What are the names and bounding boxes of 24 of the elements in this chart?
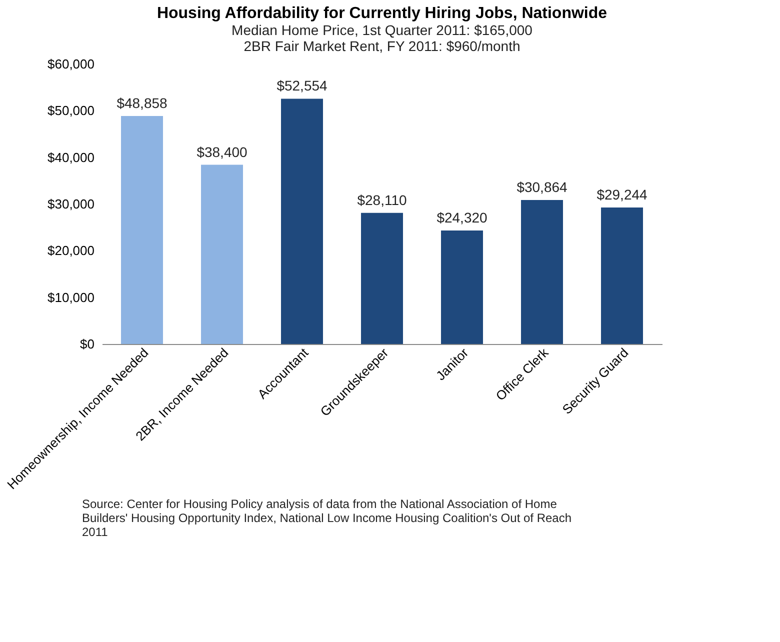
data-label: $48,858 [116, 94, 168, 111]
data-label: $30,864 [516, 178, 568, 195]
bar [281, 98, 323, 344]
y-tick-label: $30,000 [48, 196, 94, 212]
bar [121, 116, 163, 344]
chart-subtitle: Median Home Price, 1st Quarter 2011: $165,000 2BR Fair Market Rent, FY 2011: $960/month [232, 22, 533, 54]
data-label: $28,110 [357, 192, 407, 208]
bar [361, 212, 403, 344]
data-label: $52,554 [276, 78, 328, 94]
data-label: $38,400 [196, 144, 248, 160]
source-note: Source: Center for Housing Policy analysis of data from the National Association of Home Builders' Housing Opportunity Index, National Low Income Housing Coalition's Out of Reach 2011 [82, 497, 572, 539]
data-label: $29,244 [596, 186, 648, 203]
y-tick-label: $60,000 [48, 56, 94, 72]
data-label: $24,320 [436, 210, 488, 226]
chart-title: Housing Affordability for Currently Hiring Jobs, Nationwide [156, 5, 608, 22]
bar [521, 200, 563, 344]
bar [441, 230, 483, 344]
y-tick-label: $20,000 [48, 243, 94, 258]
bar [601, 208, 643, 344]
bar [201, 164, 243, 344]
y-tick-label: $10,000 [48, 290, 94, 305]
y-tick-label: $0 [80, 336, 94, 352]
y-tick-label: $40,000 [48, 150, 94, 165]
y-tick-label: $50,000 [48, 103, 94, 118]
